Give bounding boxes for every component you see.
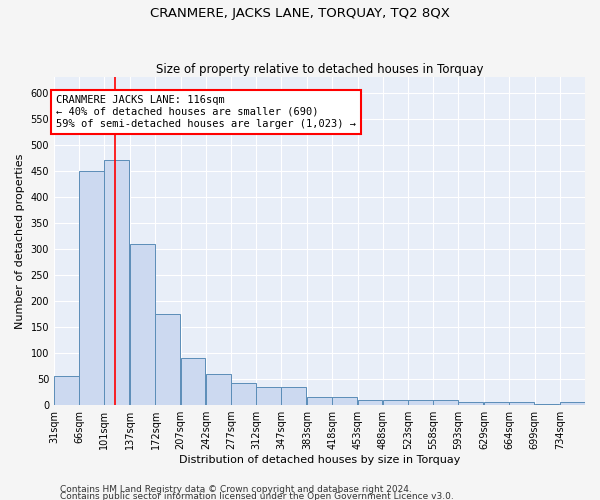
X-axis label: Distribution of detached houses by size in Torquay: Distribution of detached houses by size …: [179, 455, 460, 465]
Text: Contains HM Land Registry data © Crown copyright and database right 2024.: Contains HM Land Registry data © Crown c…: [60, 486, 412, 494]
Bar: [408, 400, 433, 405]
Bar: [79, 171, 104, 405]
Bar: [535, 404, 559, 405]
Bar: [433, 400, 458, 405]
Bar: [332, 398, 357, 405]
Bar: [281, 387, 306, 405]
Bar: [155, 314, 181, 405]
Bar: [383, 400, 407, 405]
Bar: [54, 376, 79, 405]
Bar: [256, 387, 281, 405]
Bar: [458, 402, 483, 405]
Bar: [358, 400, 382, 405]
Bar: [206, 374, 230, 405]
Text: Contains public sector information licensed under the Open Government Licence v3: Contains public sector information licen…: [60, 492, 454, 500]
Bar: [560, 402, 584, 405]
Title: Size of property relative to detached houses in Torquay: Size of property relative to detached ho…: [156, 63, 483, 76]
Y-axis label: Number of detached properties: Number of detached properties: [15, 154, 25, 329]
Bar: [231, 382, 256, 405]
Bar: [130, 244, 155, 405]
Bar: [484, 402, 509, 405]
Bar: [307, 398, 332, 405]
Text: CRANMERE, JACKS LANE, TORQUAY, TQ2 8QX: CRANMERE, JACKS LANE, TORQUAY, TQ2 8QX: [150, 8, 450, 20]
Text: CRANMERE JACKS LANE: 116sqm
← 40% of detached houses are smaller (690)
59% of se: CRANMERE JACKS LANE: 116sqm ← 40% of det…: [56, 96, 356, 128]
Bar: [509, 402, 534, 405]
Bar: [181, 358, 205, 405]
Bar: [104, 160, 129, 405]
